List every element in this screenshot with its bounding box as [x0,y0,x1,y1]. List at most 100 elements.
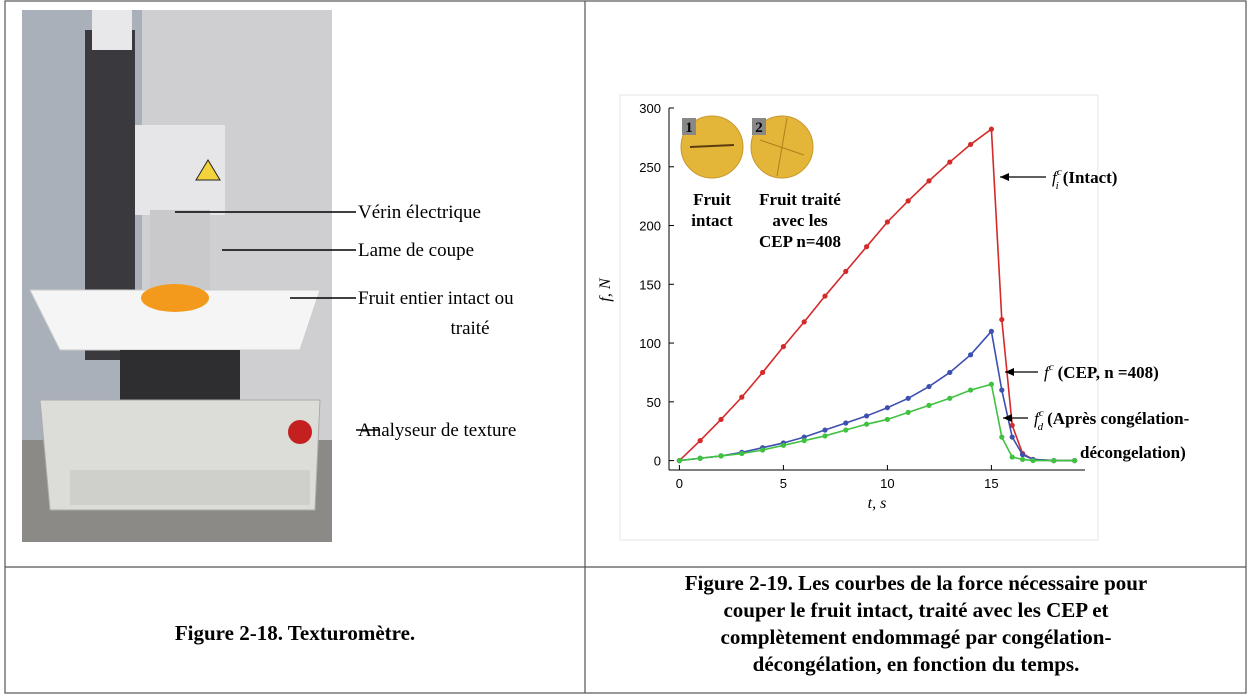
caption-line: couper le fruit intact, traité avec les … [723,598,1108,622]
data-point [843,420,849,426]
annotation-sub: d [1038,421,1044,433]
data-point [780,442,787,448]
annotation-sup: c [1057,166,1062,178]
annotation: fc i (Intact) [1052,166,1117,192]
x-tick-label: 15 [984,476,998,491]
chart: 0 50 100 150 200 250 300 0 5 10 15 t, s f, N 1 Fruit in… [597,101,1190,512]
arrow-head [1000,173,1009,181]
photo-labels: Vérin électrique Lame de coupe Fruit entie… [175,202,516,441]
data-point [926,402,932,408]
x-axis-label: t, s [868,495,887,512]
data-point [968,352,974,358]
data-point [884,219,891,225]
figure-caption: Figure 2-18. Texturomètre. [175,621,415,645]
data-point [739,450,745,457]
inset-number: 1 [685,120,693,136]
data-point [947,369,953,376]
data-point [884,416,891,423]
annotation-sup: c [1049,361,1054,373]
data-point [1020,456,1026,463]
inset-label: intact [691,211,733,230]
data-point [947,159,953,165]
caption-line: complètement endommagé par congélation- [721,625,1112,649]
data-point [1009,434,1015,440]
data-point [843,268,849,274]
data-point [1072,457,1078,464]
annotation-text: (Après congélation- [1047,409,1189,428]
annotation-symbol: f [1052,168,1059,187]
data-point [1020,452,1026,458]
caption-line: Figure 2-19. Les courbes de la force néc… [685,571,1148,595]
series-line [679,383,1075,462]
data-point [988,328,995,334]
series-line [679,329,1075,462]
data-point [905,409,911,416]
number-box [752,118,766,135]
data-point [968,387,974,393]
y-tick-label: 50 [647,395,661,410]
caption-line: décongélation, en fonction du temps. [753,652,1080,676]
data-point [822,293,828,299]
data-point [697,455,703,461]
annotation: fc (CEP, n =408) [1044,361,1159,382]
photo [22,10,332,542]
data-point [864,413,870,419]
data-point [822,433,828,439]
x-tick-label: 10 [880,476,894,491]
number-box [682,118,696,135]
arrow-head [1003,414,1012,422]
data-point [760,369,766,376]
data-point [718,453,724,459]
table-borders [4,0,1247,694]
data-point [999,316,1005,323]
y-tick-label: 150 [639,277,661,292]
data-point [968,141,974,148]
inset-label: Fruit traité [759,190,841,209]
data-point [718,416,724,423]
inset-label: CEP n=408 [759,232,841,251]
chart-frame [619,94,1099,541]
annotation: décongelation) [1080,443,1186,462]
data-point [739,394,745,400]
cut-line [689,144,735,148]
photo-label: Vérin électrique [358,202,481,223]
data-point [864,421,870,427]
annotation-text: (CEP, n =408) [1058,363,1159,382]
figure-caption: Figure 2-19. Les courbes de la force néc… [685,571,1148,676]
y-tick-label: 100 [639,336,661,351]
data-point [801,319,807,325]
annotation-text: (Intact) [1063,168,1118,187]
y-axis-label: f, N [597,277,614,301]
data-point [780,343,787,350]
data-point [926,383,932,390]
data-point [843,427,849,433]
inset-label: Fruit [693,190,731,209]
data-point [822,427,828,433]
y-tick-label: 200 [639,219,661,234]
annotation-symbol: f [1034,409,1041,428]
inset-label: avec les [772,211,828,230]
data-point [1051,457,1057,464]
y-tick-label: 0 [654,454,661,469]
x-tick-label: 5 [780,476,787,491]
data-point [1009,454,1015,460]
data-point [1009,422,1015,428]
photo-label: Fruit entier intact ou [358,288,514,309]
data-point [676,457,683,464]
data-point [884,405,891,411]
data-point [697,438,703,444]
inset-number: 2 [755,120,763,136]
y-tick-label: 300 [639,101,661,116]
annotation: fc d (Après congélation- [1034,407,1190,433]
annotation-sub: i [1056,180,1059,192]
x-tick-label: 0 [676,476,683,491]
data-point [926,178,932,184]
data-point [947,395,953,401]
annotation-symbol: f [1044,363,1051,382]
series-line [678,127,1075,462]
cut-line [776,117,788,177]
data-point [988,381,995,387]
data-point [999,434,1005,440]
